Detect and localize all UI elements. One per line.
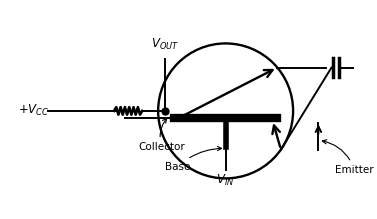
Text: $V_{OUT}$: $V_{OUT}$ bbox=[151, 37, 179, 52]
Text: $V_{IN}$: $V_{IN}$ bbox=[216, 173, 235, 188]
Text: Base: Base bbox=[165, 147, 222, 172]
Text: Emitter: Emitter bbox=[322, 140, 374, 175]
Text: Collector: Collector bbox=[138, 118, 185, 152]
Text: $+V_{CC}$: $+V_{CC}$ bbox=[18, 103, 49, 118]
